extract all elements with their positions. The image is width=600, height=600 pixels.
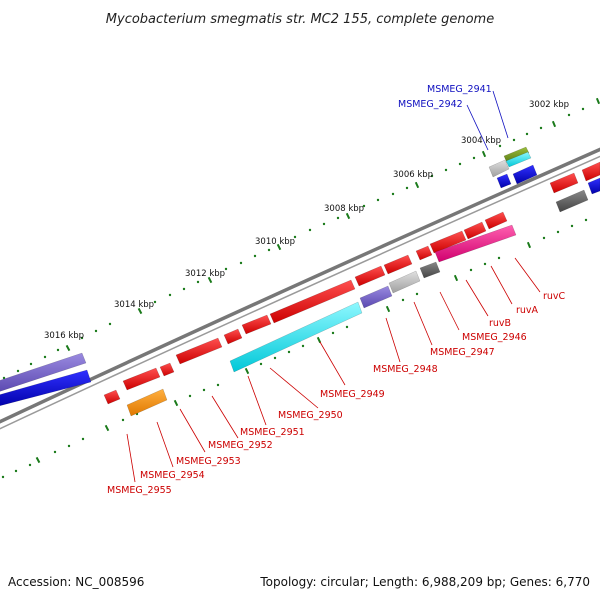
gene-msmeg-2954[interactable] bbox=[126, 388, 168, 417]
reverse-strand-features bbox=[126, 164, 600, 417]
label-msmeg-2951[interactable]: MSMEG_2951 bbox=[240, 427, 305, 438]
gene-red-a5[interactable] bbox=[383, 254, 413, 275]
gene-msmeg-2946[interactable] bbox=[388, 270, 421, 294]
map-title: Mycobacterium smegmatis str. MC2 155, co… bbox=[106, 12, 494, 27]
label-msmeg-2942[interactable]: MSMEG_2942 bbox=[398, 99, 463, 110]
gene-blue-left[interactable] bbox=[0, 369, 92, 407]
label-msmeg-2947[interactable]: MSMEG_2947 bbox=[430, 347, 495, 358]
label-msmeg-2952[interactable]: MSMEG_2952 bbox=[208, 440, 273, 451]
position-label-3006: 3006 kbp bbox=[393, 170, 433, 180]
gene-red-a12[interactable] bbox=[122, 367, 161, 391]
label-leader-lines bbox=[126, 90, 541, 483]
inner-tick-ring bbox=[1, 218, 588, 479]
gene-red-a11[interactable] bbox=[159, 362, 175, 377]
gene-ruvc-ruva[interactable] bbox=[434, 224, 517, 263]
position-label-3012: 3012 kbp bbox=[185, 269, 225, 279]
gene-dgray-r1[interactable] bbox=[555, 189, 589, 213]
position-labels: 3002 kbp 3004 kbp 3006 kbp 3008 kbp 3010… bbox=[44, 100, 569, 341]
label-msmeg-2946[interactable]: MSMEG_2946 bbox=[462, 332, 527, 343]
label-msmeg-2948[interactable]: MSMEG_2948 bbox=[373, 364, 438, 375]
position-label-3002: 3002 kbp bbox=[529, 100, 569, 110]
gene-msmeg-2948-2949[interactable] bbox=[229, 301, 363, 373]
position-label-3016: 3016 kbp bbox=[44, 331, 84, 341]
forward-strand-features bbox=[0, 146, 600, 407]
accession-text: Accession: NC_008596 bbox=[8, 575, 145, 589]
gene-red-a9[interactable] bbox=[223, 328, 243, 345]
position-label-3014: 3014 kbp bbox=[114, 300, 154, 310]
gene-red-a13[interactable] bbox=[103, 389, 121, 405]
gene-ruvb[interactable] bbox=[419, 261, 441, 279]
gene-red-a7[interactable] bbox=[269, 279, 356, 324]
gene-red-a4[interactable] bbox=[415, 245, 433, 261]
gene-gray-right[interactable] bbox=[581, 161, 600, 182]
outer-tick-ring bbox=[2, 97, 600, 380]
label-ruvb[interactable]: ruvB bbox=[489, 318, 511, 329]
gene-msmeg-2942[interactable] bbox=[488, 159, 510, 178]
gene-red-a1[interactable] bbox=[484, 211, 508, 230]
genome-backbone bbox=[0, 147, 600, 430]
gene-msmeg-2947[interactable] bbox=[359, 285, 393, 309]
gene-msmeg-2941[interactable] bbox=[503, 146, 530, 164]
gene-red-a8[interactable] bbox=[241, 314, 272, 335]
gene-blue-r2[interactable] bbox=[512, 164, 538, 185]
position-label-3008: 3008 kbp bbox=[324, 204, 364, 214]
gene-blue-r1[interactable] bbox=[496, 173, 512, 189]
label-msmeg-2941[interactable]: MSMEG_2941 bbox=[427, 84, 492, 95]
gene-red-r1[interactable] bbox=[549, 172, 579, 194]
position-label-3004: 3004 kbp bbox=[461, 136, 501, 146]
gene-red-a10[interactable] bbox=[175, 337, 223, 365]
label-msmeg-2955[interactable]: MSMEG_2955 bbox=[107, 485, 172, 496]
gene-labels: MSMEG_2941 MSMEG_2942 ruvC ruvA ruvB MSM… bbox=[107, 84, 566, 496]
label-msmeg-2953[interactable]: MSMEG_2953 bbox=[176, 456, 241, 467]
gene-blue-r3[interactable] bbox=[587, 177, 600, 195]
label-msmeg-2954[interactable]: MSMEG_2954 bbox=[140, 470, 205, 481]
label-ruvc[interactable]: ruvC bbox=[543, 291, 566, 302]
gene-red-a3[interactable] bbox=[429, 230, 467, 254]
label-msmeg-2950[interactable]: MSMEG_2950 bbox=[278, 410, 343, 421]
gene-purple-left[interactable] bbox=[0, 352, 87, 393]
label-ruva[interactable]: ruvA bbox=[516, 305, 539, 316]
genome-summary-text: Topology: circular; Length: 6,988,209 bp… bbox=[260, 575, 590, 589]
gene-red-a2[interactable] bbox=[463, 221, 487, 240]
label-msmeg-2949[interactable]: MSMEG_2949 bbox=[320, 389, 385, 400]
gene-red-a6[interactable] bbox=[354, 265, 386, 287]
position-label-3010: 3010 kbp bbox=[255, 237, 295, 247]
gene-msmeg-2941-b[interactable] bbox=[505, 151, 532, 168]
